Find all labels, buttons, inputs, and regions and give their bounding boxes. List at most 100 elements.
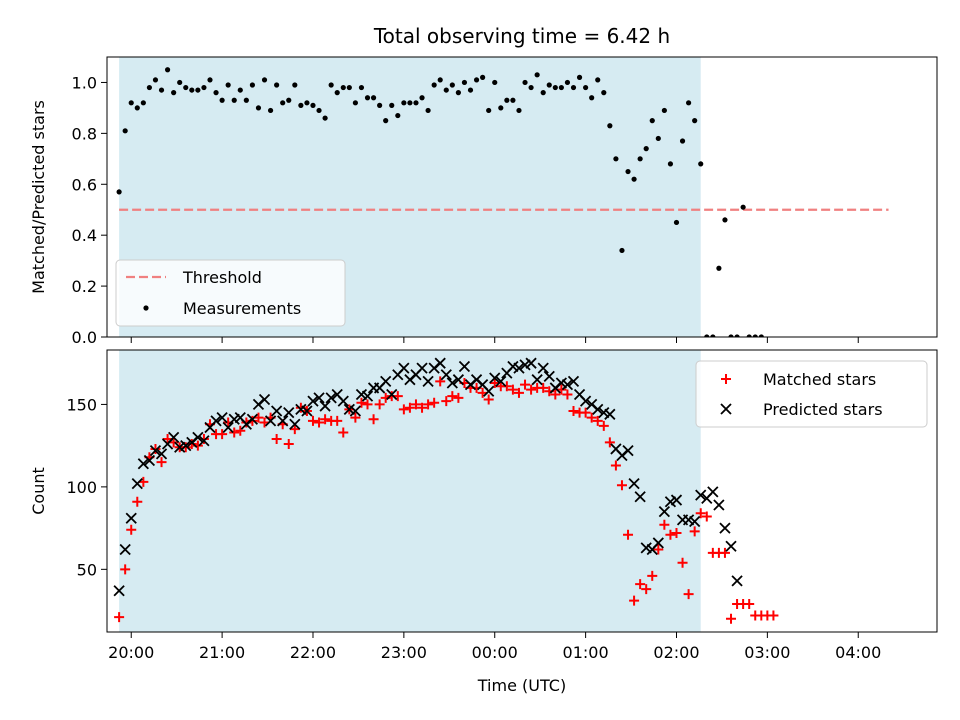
legend: Threshold Measurements [115, 259, 346, 327]
data-point [316, 107, 322, 114]
data-point [122, 128, 128, 134]
data-point [461, 79, 468, 86]
data-point [171, 90, 177, 96]
data-point [441, 396, 452, 407]
data-point [356, 397, 367, 408]
data-point [156, 457, 167, 468]
data-point [249, 82, 256, 88]
data-point [452, 374, 465, 386]
data-point [235, 425, 246, 436]
x-tick-label: 04:00 [835, 643, 881, 662]
x-tick-label: 22:00 [290, 643, 336, 662]
data-point [449, 82, 455, 88]
data-point [370, 95, 377, 101]
data-point [313, 392, 325, 404]
x-axis-label: Time (UTC) [477, 676, 566, 695]
data-point [634, 491, 646, 503]
data-point [213, 90, 219, 96]
x-tick-label: 02:00 [653, 643, 699, 662]
data-point [641, 584, 652, 595]
y-tick-label: 0.8 [72, 124, 97, 143]
data-point [416, 362, 428, 374]
data-point [334, 90, 340, 96]
data-point [716, 265, 722, 271]
data-point [168, 431, 180, 444]
legend-measurements-label: Measurements [183, 299, 301, 318]
data-point [219, 97, 225, 103]
legend-matched-swatch [721, 374, 731, 384]
x-tick-label: 21:00 [199, 643, 245, 662]
data-point [201, 84, 207, 91]
data-point [383, 118, 389, 124]
data-point [407, 100, 413, 106]
data-point [322, 115, 328, 121]
data-point [443, 87, 449, 93]
data-point [155, 448, 168, 460]
legend-threshold-label: Threshold [182, 268, 262, 287]
data-point [625, 168, 631, 175]
y-tick-label: 100 [66, 478, 97, 497]
data-point [217, 429, 228, 440]
data-point [164, 67, 171, 73]
data-point [425, 107, 431, 114]
data-point [658, 505, 671, 518]
data-point [410, 399, 421, 410]
data-point [361, 390, 374, 402]
y-axis-label: Count [29, 467, 48, 515]
data-point [380, 375, 392, 387]
data-point [586, 412, 597, 423]
data-point [546, 82, 552, 88]
data-point [513, 387, 524, 398]
data-point [604, 437, 615, 448]
data-point [607, 123, 613, 129]
data-point [758, 334, 764, 337]
data-point [655, 135, 661, 142]
legend-predicted-label: Predicted stars [763, 400, 883, 419]
data-point [673, 219, 680, 226]
y-axis-label: Matched/Predicted stars [29, 100, 48, 294]
data-point [377, 102, 383, 108]
data-point [629, 595, 640, 606]
data-point [713, 499, 725, 511]
y-tick-label: 50 [77, 560, 97, 579]
data-point [386, 388, 398, 401]
data-point [423, 399, 434, 410]
data-point [304, 100, 310, 106]
data-point [307, 395, 319, 407]
data-point [513, 362, 525, 374]
data-point [332, 415, 343, 426]
observing-window-span [119, 350, 701, 632]
data-point [526, 384, 537, 395]
data-point [210, 415, 222, 427]
data-point [734, 334, 740, 337]
data-point [619, 247, 625, 254]
bottom-plot: 50 100 150 20:00 21:00 22:00 23:00 00:00 01:00 02… [29, 349, 938, 695]
data-point [665, 529, 676, 540]
data-point [683, 589, 694, 600]
data-point [576, 74, 583, 80]
data-point [319, 400, 331, 412]
data-point [374, 399, 385, 410]
data-point [286, 97, 292, 103]
data-point [435, 376, 446, 387]
data-point [507, 384, 518, 395]
data-point [722, 217, 728, 223]
data-point [695, 508, 706, 519]
data-point [119, 543, 131, 556]
y-tick-label: 150 [66, 395, 97, 414]
data-point [692, 118, 698, 124]
data-point [543, 370, 555, 383]
x-tick-label: 00:00 [472, 643, 518, 662]
data-point [274, 82, 280, 88]
data-point [180, 440, 192, 452]
data-point [180, 442, 191, 453]
data-point [637, 156, 643, 162]
data-point [362, 399, 373, 410]
y-tick-label: 1.0 [72, 73, 97, 92]
data-point [540, 90, 546, 96]
data-point [143, 454, 156, 467]
data-point [183, 84, 189, 91]
data-point [579, 395, 592, 407]
data-point [310, 102, 316, 108]
